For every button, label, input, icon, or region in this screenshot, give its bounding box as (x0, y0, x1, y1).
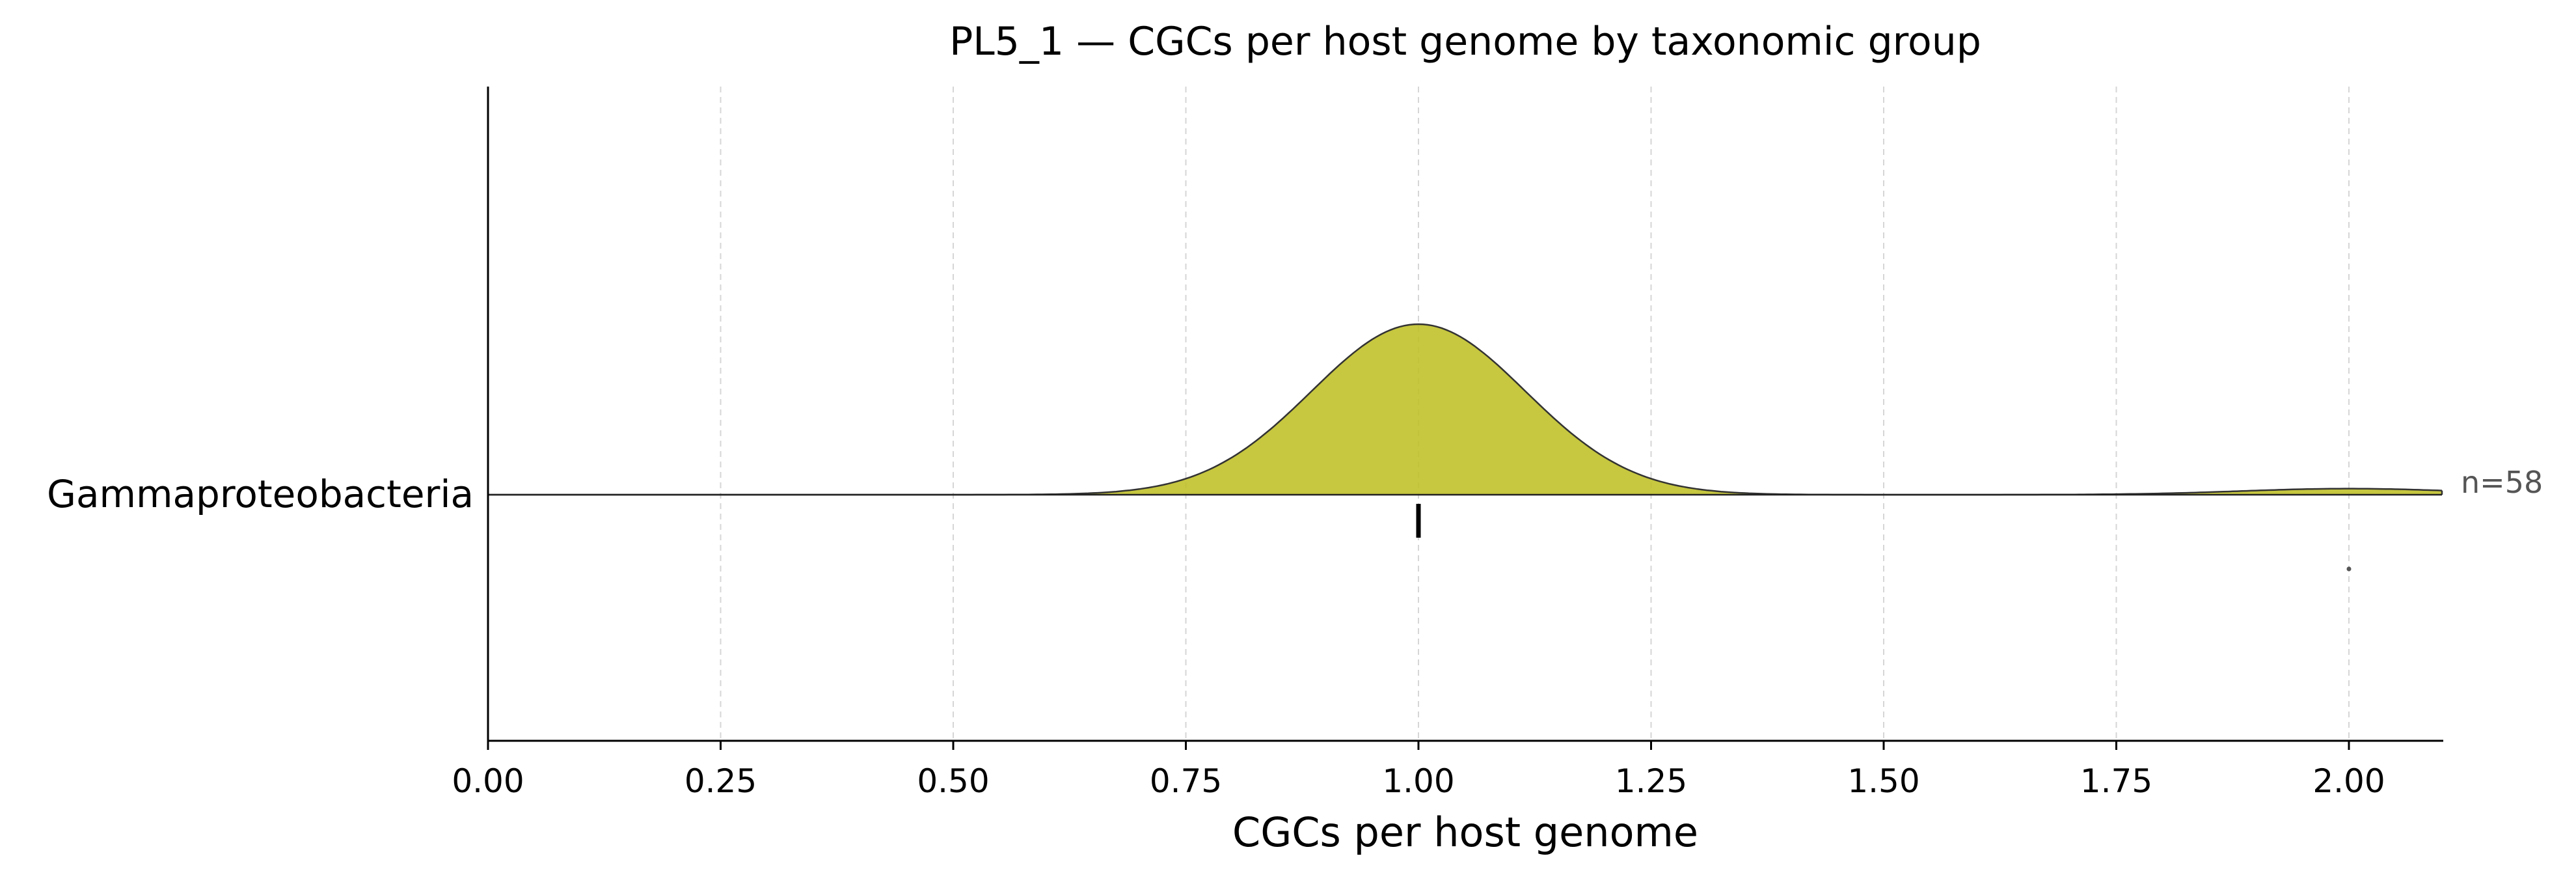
density-area (488, 324, 2442, 495)
x-ticks: 0.00 0.25 0.50 0.75 1.00 1.25 1.50 1.75 2.00 (452, 741, 2385, 800)
outlier-point (2346, 566, 2352, 572)
x-tick-label: 0.75 (1150, 762, 1222, 800)
grid-lines (720, 87, 2350, 740)
x-tick-label: 0.25 (685, 762, 757, 800)
x-tick-label: 2.00 (2312, 762, 2385, 800)
x-tick-label: 1.00 (1382, 762, 1454, 800)
x-tick-label: 0.00 (452, 762, 524, 800)
x-tick-label: 1.25 (1615, 762, 1687, 800)
x-tick-label: 1.50 (1847, 762, 1919, 800)
sample-count-label: n=58 (2461, 465, 2543, 500)
group-label: Gammaproteobacteria (47, 472, 474, 516)
ridges: Gammaproteobacteria n=58 (47, 323, 2543, 572)
x-tick-label: 1.75 (2080, 762, 2152, 800)
chart-title: PL5_1 — CGCs per host genome by taxonomi… (949, 19, 1981, 64)
x-axis-label: CGCs per host genome (1232, 808, 1698, 856)
x-tick-label: 0.50 (917, 762, 989, 800)
